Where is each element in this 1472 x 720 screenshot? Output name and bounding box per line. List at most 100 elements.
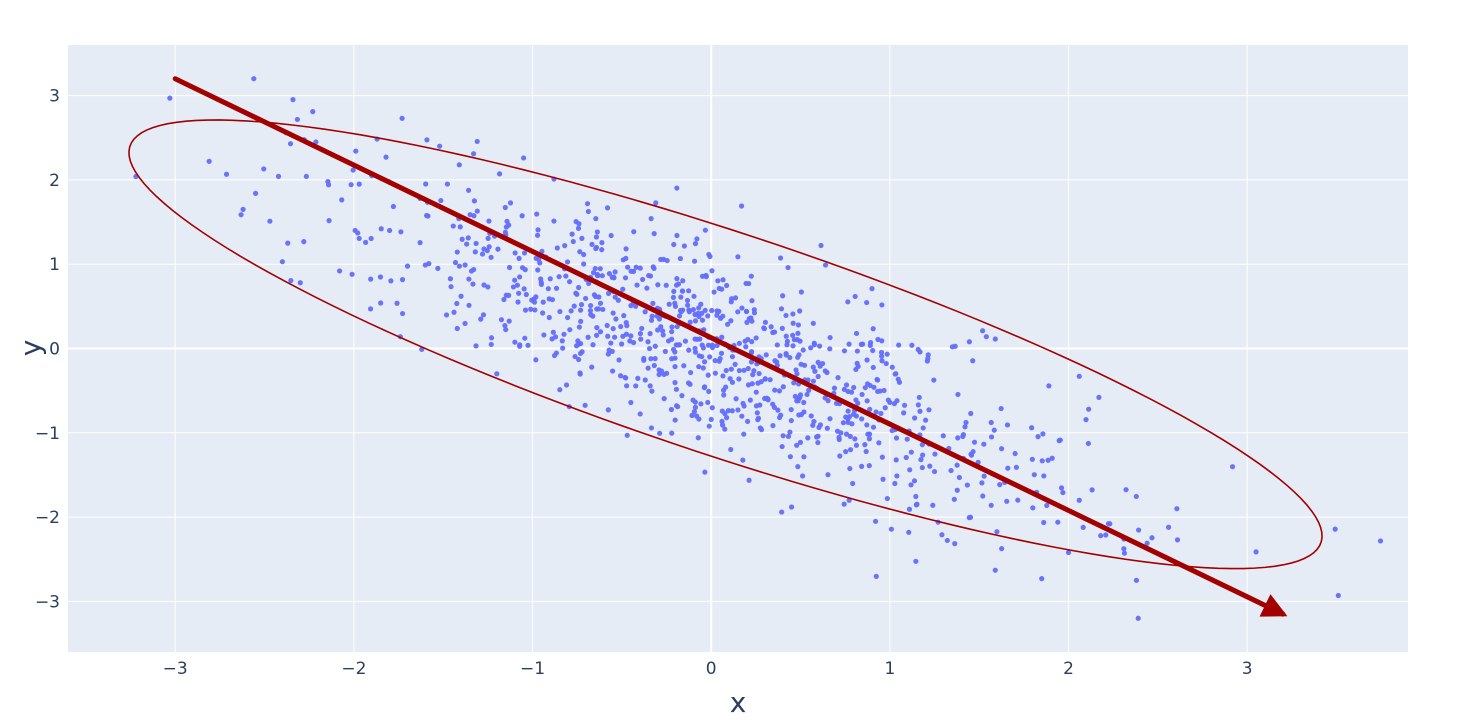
- data-point: [649, 313, 655, 319]
- data-point: [783, 333, 789, 339]
- data-point: [645, 365, 651, 371]
- data-point: [479, 251, 486, 257]
- data-point: [635, 375, 641, 381]
- data-point: [590, 313, 596, 319]
- data-point: [991, 427, 997, 433]
- data-point: [593, 332, 600, 338]
- data-point: [741, 367, 747, 373]
- data-point: [748, 359, 755, 365]
- data-point: [661, 256, 667, 262]
- data-point: [368, 235, 374, 242]
- data-point: [589, 241, 595, 248]
- y-tick-label: 3: [49, 87, 60, 107]
- data-point: [604, 322, 610, 329]
- data-point: [506, 318, 512, 324]
- data-point: [613, 316, 619, 322]
- data-point: [541, 332, 547, 338]
- data-point: [540, 299, 546, 305]
- data-point: [822, 262, 829, 268]
- data-point: [454, 325, 460, 332]
- x-tick-label: 1: [884, 659, 895, 679]
- data-point: [723, 367, 729, 374]
- data-point: [605, 407, 611, 413]
- data-point: [545, 286, 551, 292]
- data-point: [587, 307, 594, 314]
- data-point: [754, 410, 760, 416]
- data-point: [653, 200, 659, 206]
- data-point: [756, 370, 762, 377]
- data-point: [275, 173, 282, 179]
- data-point: [919, 442, 925, 448]
- data-point: [811, 418, 817, 425]
- data-point: [720, 313, 726, 319]
- data-point: [679, 393, 685, 399]
- data-point: [777, 353, 783, 359]
- data-point: [562, 243, 568, 249]
- data-point: [791, 380, 797, 386]
- data-point: [597, 266, 603, 272]
- data-point: [356, 181, 362, 187]
- data-point: [908, 449, 914, 455]
- data-point: [353, 148, 359, 154]
- data-point: [297, 280, 303, 286]
- data-point: [456, 263, 462, 269]
- data-point: [674, 232, 680, 239]
- data-point: [724, 415, 730, 421]
- data-point: [554, 245, 560, 251]
- data-point: [1335, 592, 1341, 599]
- data-point: [983, 334, 989, 340]
- data-point: [552, 334, 559, 340]
- y-tick-label: −1: [35, 424, 60, 444]
- data-point: [917, 349, 923, 355]
- data-point: [608, 232, 614, 239]
- data-point: [550, 329, 556, 335]
- data-point: [1040, 431, 1046, 437]
- data-point: [612, 294, 618, 300]
- data-point: [398, 229, 404, 235]
- data-point: [881, 387, 887, 394]
- data-point: [998, 405, 1004, 412]
- data-point: [502, 204, 508, 211]
- data-point: [494, 371, 500, 377]
- data-point: [954, 462, 960, 468]
- data-point: [916, 394, 922, 401]
- data-point: [795, 322, 802, 328]
- data-point: [676, 313, 683, 319]
- data-point: [944, 537, 950, 544]
- data-point: [998, 446, 1005, 452]
- data-point: [728, 366, 734, 372]
- data-point: [707, 354, 713, 360]
- data-point: [954, 487, 960, 493]
- data-point: [879, 358, 885, 364]
- data-point: [1029, 456, 1035, 462]
- data-point: [519, 213, 525, 219]
- data-point: [532, 307, 538, 313]
- data-point: [876, 440, 882, 446]
- data-point: [502, 322, 508, 329]
- data-point: [674, 323, 680, 330]
- data-point: [812, 368, 818, 374]
- data-point: [699, 317, 706, 323]
- data-point: [339, 197, 345, 203]
- data-point: [470, 281, 476, 287]
- data-point: [923, 417, 929, 423]
- data-point: [699, 342, 705, 348]
- data-point: [658, 324, 664, 330]
- data-point: [903, 454, 909, 461]
- data-point: [684, 297, 691, 304]
- data-point: [815, 359, 821, 365]
- data-point: [672, 300, 678, 306]
- data-point: [669, 430, 675, 436]
- data-point: [672, 380, 678, 386]
- data-point: [981, 473, 987, 479]
- data-point: [864, 422, 870, 428]
- data-point: [1004, 422, 1011, 428]
- data-point: [765, 397, 771, 403]
- data-point: [633, 303, 639, 309]
- data-point: [303, 173, 309, 180]
- data-point: [514, 282, 521, 288]
- data-point: [894, 398, 900, 404]
- data-point: [1044, 502, 1050, 509]
- data-point: [503, 224, 509, 230]
- data-point: [864, 357, 870, 363]
